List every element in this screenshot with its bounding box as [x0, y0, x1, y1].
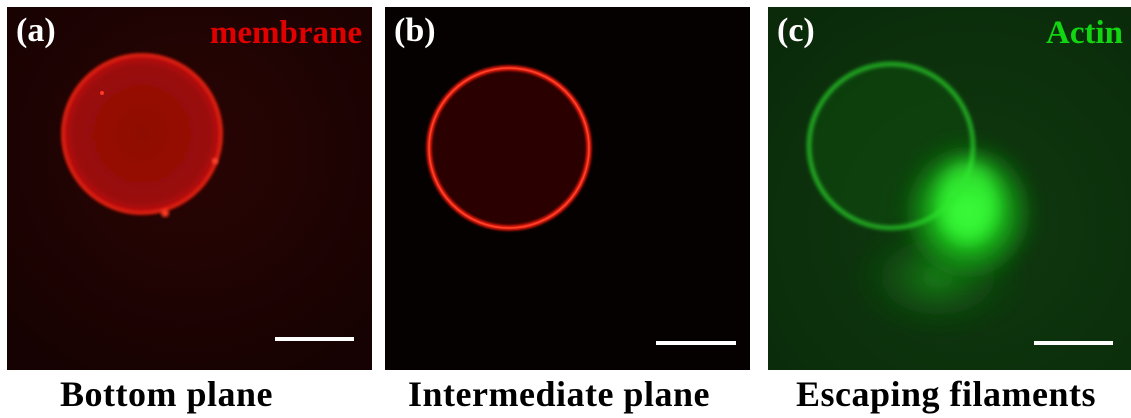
scale-bar [275, 337, 354, 341]
caption-escaping-filaments: Escaping filaments [796, 374, 1097, 414]
caption-bottom-plane: Bottom plane [60, 374, 273, 414]
panel-a-label: (a) [16, 12, 56, 49]
membrane-stain-label: membrane [209, 15, 362, 51]
membrane-bottom-plane-micrograph [7, 7, 372, 370]
scale-bar [1034, 341, 1113, 345]
panel-c-label: (c) [777, 12, 815, 49]
panel-b-label: (b) [394, 12, 436, 49]
panel-b-image: (b) [385, 7, 750, 370]
scale-bar [656, 341, 736, 345]
actin-stain-label: Actin [1046, 15, 1123, 51]
panel-a-image: (a) membrane [7, 7, 372, 370]
membrane-intermediate-plane-micrograph [385, 7, 750, 370]
caption-intermediate-plane: Intermediate plane [408, 374, 710, 414]
panel-c-image: (c) Actin [768, 7, 1131, 370]
actin-escaping-filaments-micrograph [768, 7, 1131, 370]
